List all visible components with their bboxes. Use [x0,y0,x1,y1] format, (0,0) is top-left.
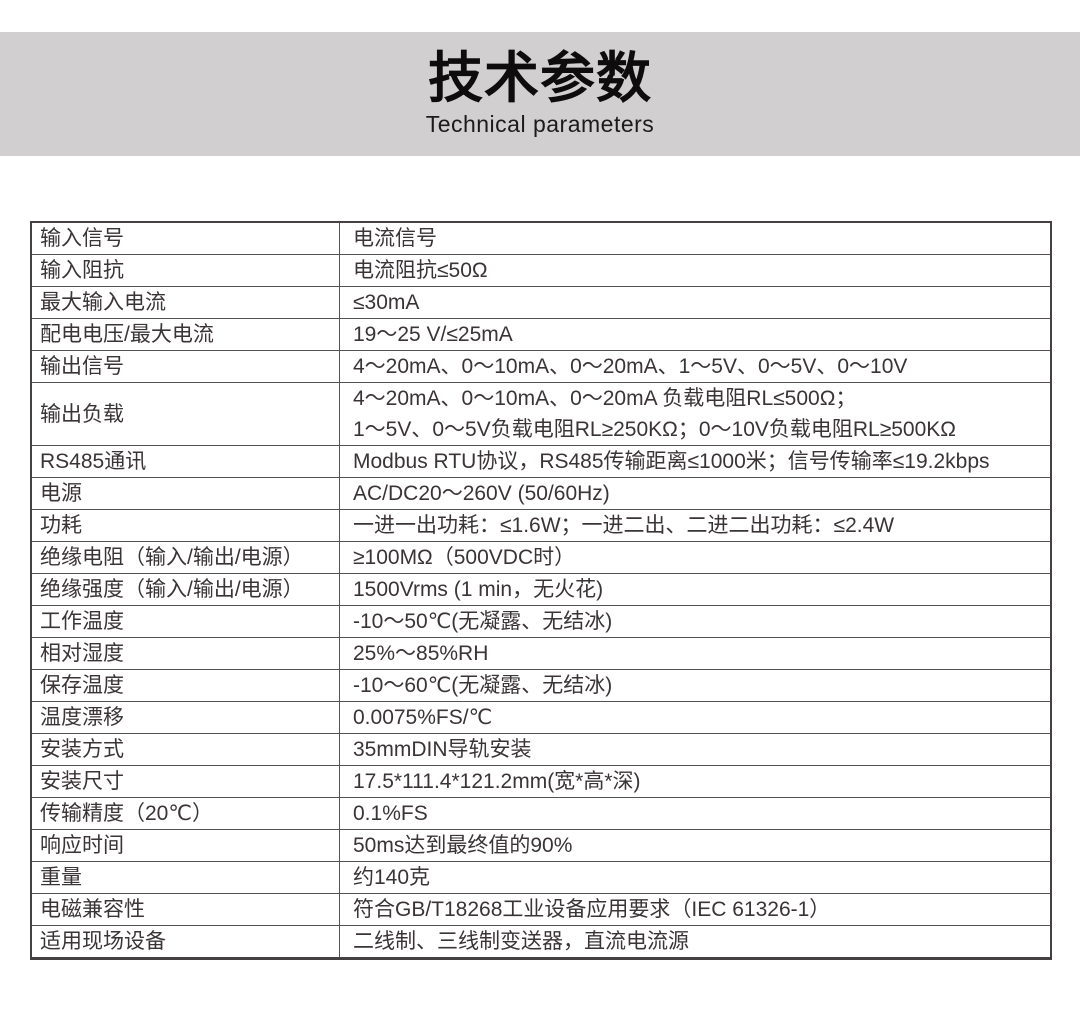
page-subtitle: Technical parameters [425,111,655,138]
param-value: 约140克 [339,861,1052,894]
table-row: 温度漂移 0.0075%FS/℃ [30,701,1052,734]
param-value: 4～20mA、0～10mA、0～20mA 负载电阻RL≤500Ω； 1～5V、0～… [339,382,1052,446]
table-row: 适用现场设备 二线制、三线制变送器，直流电流源 [30,925,1052,959]
param-value: 50ms达到最终值的90% [339,829,1052,862]
param-label: 适用现场设备 [30,925,340,959]
param-label: 输入信号 [30,221,340,255]
param-value: -10～50℃(无凝露、无结冰) [339,605,1052,638]
param-value: 一进一出功耗：≤1.6W；一进二出、二进二出功耗：≤2.4W [339,509,1052,542]
param-label: 输出信号 [30,350,340,383]
table-row: RS485通讯 Modbus RTU协议，RS485传输距离≤1000米；信号传输… [30,445,1052,478]
param-label: 安装方式 [30,733,340,766]
param-label: 传输精度（20℃） [30,797,340,830]
param-value: 4～20mA、0～10mA、0～20mA、1～5V、0～5V、0～10V [339,350,1052,383]
param-value: 0.0075%FS/℃ [339,701,1052,734]
table-row: 响应时间 50ms达到最终值的90% [30,829,1052,862]
table-row: 安装尺寸 17.5*111.4*121.2mm(宽*高*深) [30,765,1052,798]
param-label: 重量 [30,861,340,894]
param-label: 安装尺寸 [30,765,340,798]
table-row: 最大输入电流 ≤30mA [30,286,1052,319]
table-row: 绝缘强度（输入/输出/电源） 1500Vrms (1 min，无火花) [30,573,1052,606]
table-row: 重量 约140克 [30,861,1052,894]
table-row: 相对湿度 25%～85%RH [30,637,1052,670]
param-label: 相对湿度 [30,637,340,670]
param-label: 最大输入电流 [30,286,340,319]
param-value: 电流阻抗≤50Ω [339,254,1052,287]
param-value: 19～25 V/≤25mA [339,318,1052,351]
param-value: 17.5*111.4*121.2mm(宽*高*深) [339,765,1052,798]
param-value: 电流信号 [339,221,1052,255]
param-value: 符合GB/T18268工业设备应用要求（IEC 61326-1） [339,893,1052,926]
spec-table: 输入信号 电流信号 输入阻抗 电流阻抗≤50Ω 最大输入电流 ≤30mA 配电电压/最大电流… [30,221,1052,960]
param-label: 功耗 [30,509,340,542]
param-value: ≤30mA [339,286,1052,319]
param-label: 电磁兼容性 [30,893,340,926]
param-label: 工作温度 [30,605,340,638]
param-value: 二线制、三线制变送器，直流电流源 [339,925,1052,959]
param-value: AC/DC20～260V (50/60Hz) [339,477,1052,510]
param-label: 响应时间 [30,829,340,862]
param-label: 电源 [30,477,340,510]
param-value: Modbus RTU协议，RS485传输距离≤1000米；信号传输率≤19.2k… [339,445,1052,478]
table-row: 安装方式 35mmDIN导轨安装 [30,733,1052,766]
param-label: 输出负载 [30,382,340,446]
param-value: 35mmDIN导轨安装 [339,733,1052,766]
page-title: 技术参数 [427,46,652,109]
param-value: 25%～85%RH [339,637,1052,670]
table-row: 输出负载 4～20mA、0～10mA、0～20mA 负载电阻RL≤500Ω； 1～5… [30,382,1052,446]
param-label: RS485通讯 [30,445,340,478]
table-row: 保存温度 -10～60℃(无凝露、无结冰) [30,669,1052,702]
spec-table-body: 输入信号 电流信号 输入阻抗 电流阻抗≤50Ω 最大输入电流 ≤30mA 配电电压/最大电流… [30,221,1052,959]
table-row: 输出信号 4～20mA、0～10mA、0～20mA、1～5V、0～5V、0～10V [30,350,1052,383]
param-label: 绝缘强度（输入/输出/电源） [30,573,340,606]
param-value: 0.1%FS [339,797,1052,830]
param-value: -10～60℃(无凝露、无结冰) [339,669,1052,702]
table-row: 工作温度 -10～50℃(无凝露、无结冰) [30,605,1052,638]
header-band: 技术参数 Technical parameters [0,32,1080,156]
table-row: 电磁兼容性 符合GB/T18268工业设备应用要求（IEC 61326-1） [30,893,1052,926]
param-value: ≥100MΩ（500VDC时） [339,541,1052,574]
param-value: 1500Vrms (1 min，无火花) [339,573,1052,606]
param-label: 保存温度 [30,669,340,702]
table-row: 配电电压/最大电流 19～25 V/≤25mA [30,318,1052,351]
table-row: 传输精度（20℃） 0.1%FS [30,797,1052,830]
table-row: 输入信号 电流信号 [30,221,1052,255]
param-label: 绝缘电阻（输入/输出/电源） [30,541,340,574]
param-label: 配电电压/最大电流 [30,318,340,351]
table-row: 绝缘电阻（输入/输出/电源） ≥100MΩ（500VDC时） [30,541,1052,574]
table-row: 功耗 一进一出功耗：≤1.6W；一进二出、二进二出功耗：≤2.4W [30,509,1052,542]
param-label: 温度漂移 [30,701,340,734]
table-row: 电源 AC/DC20～260V (50/60Hz) [30,477,1052,510]
param-label: 输入阻抗 [30,254,340,287]
table-row: 输入阻抗 电流阻抗≤50Ω [30,254,1052,287]
